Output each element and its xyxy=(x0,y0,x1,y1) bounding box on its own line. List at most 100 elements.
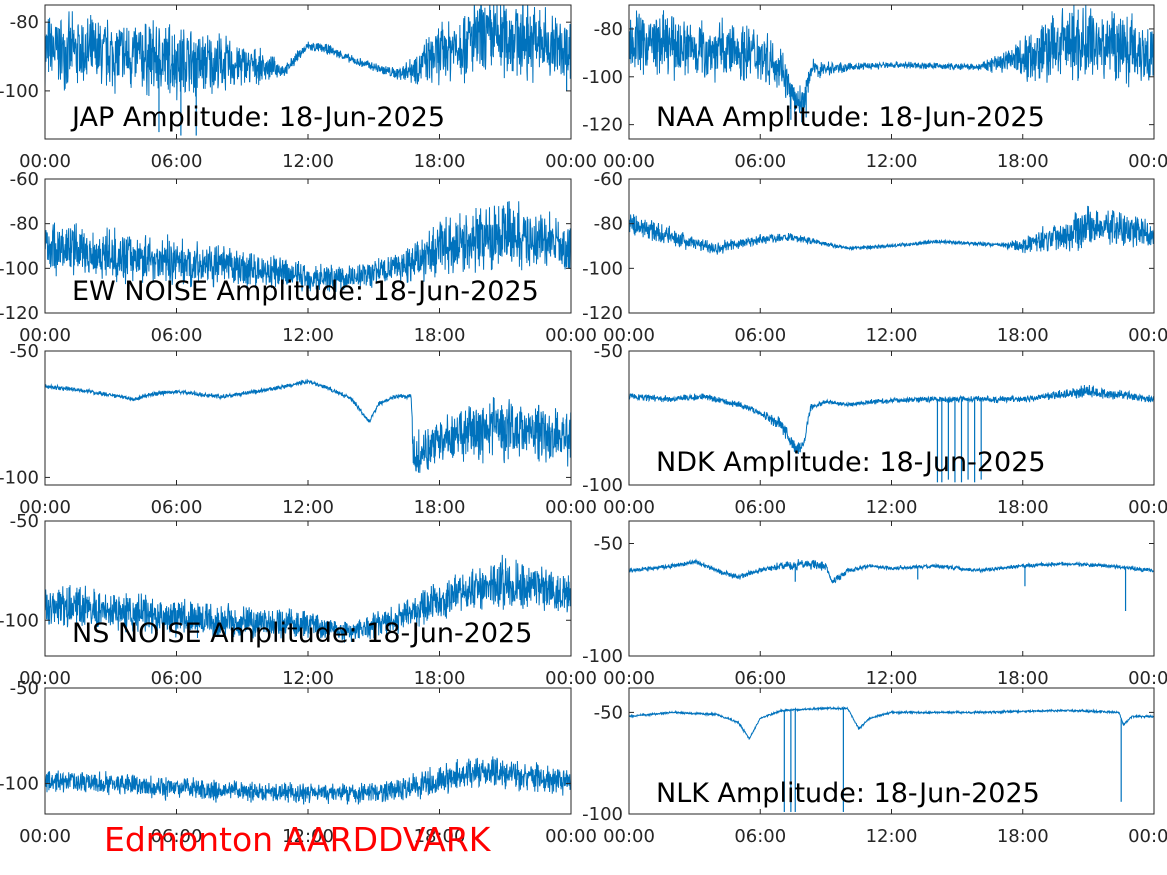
y-tick-label: -100 xyxy=(0,81,39,102)
panel-title: NAA Amplitude: 18-Jun-2025 xyxy=(656,102,1045,133)
x-tick-label: 00:00 xyxy=(19,497,71,518)
y-tick-label: -60 xyxy=(594,169,623,190)
series-line xyxy=(45,378,571,473)
y-tick-label: -50 xyxy=(10,678,39,699)
panel-title: NS NOISE Amplitude: 18-Jun-2025 xyxy=(72,618,532,649)
x-tick-label: 06:00 xyxy=(151,151,203,172)
plot-area xyxy=(45,688,571,814)
x-tick-label: 12:00 xyxy=(282,497,334,518)
y-tick-label: -80 xyxy=(10,12,39,33)
plot-area xyxy=(629,688,1154,814)
x-tick-label: 00:00 xyxy=(1128,325,1167,346)
series-line xyxy=(629,384,1154,455)
x-tick-label: 06:00 xyxy=(734,497,786,518)
x-tick-label: 06:00 xyxy=(151,826,203,847)
series-line xyxy=(629,5,1154,114)
x-tick-label: 00:00 xyxy=(19,151,71,172)
x-tick-label: 00:00 xyxy=(545,497,597,518)
x-tick-label: 18:00 xyxy=(997,325,1049,346)
x-tick-label: 18:00 xyxy=(997,151,1049,172)
x-tick-label: 00:00 xyxy=(545,668,597,689)
x-tick-label: 00:00 xyxy=(545,826,597,847)
panel-title: JAP Amplitude: 18-Jun-2025 xyxy=(70,102,445,133)
x-tick-label: 12:00 xyxy=(866,151,918,172)
series-line xyxy=(629,558,1154,584)
x-tick-label: 00:00 xyxy=(603,497,655,518)
y-tick-label: -120 xyxy=(582,115,623,136)
x-tick-label: 18:00 xyxy=(414,151,466,172)
y-tick-label: -50 xyxy=(594,341,623,362)
x-tick-label: 00:00 xyxy=(19,668,71,689)
x-tick-label: 18:00 xyxy=(997,497,1049,518)
y-tick-label: -100 xyxy=(582,258,623,279)
x-tick-label: 18:00 xyxy=(414,497,466,518)
panel-title: EW NOISE Amplitude: 18-Jun-2025 xyxy=(72,276,539,307)
x-tick-label: 00:00 xyxy=(1128,151,1167,172)
x-tick-label: 18:00 xyxy=(414,826,466,847)
y-tick-label: -50 xyxy=(10,341,39,362)
x-tick-label: 12:00 xyxy=(282,668,334,689)
x-tick-label: 18:00 xyxy=(997,826,1049,847)
y-tick-label: -100 xyxy=(582,646,623,667)
y-tick-label: -100 xyxy=(582,804,623,825)
y-tick-label: -100 xyxy=(0,773,39,794)
x-tick-label: 06:00 xyxy=(734,668,786,689)
series-line xyxy=(629,205,1154,255)
x-tick-label: 12:00 xyxy=(866,668,918,689)
x-tick-label: 06:00 xyxy=(151,668,203,689)
y-tick-label: -100 xyxy=(0,258,39,279)
series-line xyxy=(45,756,571,805)
y-tick-label: -60 xyxy=(10,169,39,190)
y-tick-label: -120 xyxy=(582,303,623,324)
y-tick-label: -100 xyxy=(582,475,623,496)
x-tick-label: 12:00 xyxy=(866,325,918,346)
x-tick-label: 18:00 xyxy=(414,325,466,346)
x-tick-label: 00:00 xyxy=(603,151,655,172)
x-tick-label: 12:00 xyxy=(282,325,334,346)
series-line xyxy=(45,201,571,292)
x-tick-label: 00:00 xyxy=(603,325,655,346)
y-tick-label: -50 xyxy=(594,534,623,555)
panel-title: NLK Amplitude: 18-Jun-2025 xyxy=(656,778,1040,809)
y-tick-label: -50 xyxy=(10,511,39,532)
x-tick-label: 18:00 xyxy=(414,668,466,689)
footer-label: Edmonton AARDDVARK xyxy=(104,820,491,859)
y-tick-label: -100 xyxy=(582,67,623,88)
x-tick-label: 12:00 xyxy=(866,497,918,518)
y-tick-label: -120 xyxy=(0,303,39,324)
x-tick-label: 00:00 xyxy=(603,826,655,847)
x-tick-label: 00:00 xyxy=(1128,826,1167,847)
x-tick-label: 18:00 xyxy=(997,668,1049,689)
x-tick-label: 00:00 xyxy=(1128,668,1167,689)
y-tick-label: -50 xyxy=(594,702,623,723)
y-tick-label: -80 xyxy=(10,214,39,235)
x-tick-label: 12:00 xyxy=(282,151,334,172)
y-tick-label: -80 xyxy=(594,214,623,235)
panel-jap: -80 -100 00:00 06:00 12:00 18:00 00:00 JAP Ampl… xyxy=(0,4,597,172)
plot-area xyxy=(629,351,1154,485)
plot-area xyxy=(629,521,1154,656)
series-line xyxy=(45,5,571,101)
x-tick-label: 00:00 xyxy=(545,151,597,172)
x-tick-label: 00:00 xyxy=(19,826,71,847)
x-tick-label: 00:00 xyxy=(545,325,597,346)
y-tick-label: -100 xyxy=(0,610,39,631)
x-tick-label: 06:00 xyxy=(734,325,786,346)
series-line xyxy=(45,554,571,643)
x-tick-label: 12:00 xyxy=(282,826,334,847)
y-tick-label: -100 xyxy=(0,467,39,488)
x-tick-label: 06:00 xyxy=(734,151,786,172)
x-tick-label: 12:00 xyxy=(866,826,918,847)
x-tick-label: 00:00 xyxy=(1128,497,1167,518)
x-tick-label: 06:00 xyxy=(151,325,203,346)
x-tick-label: 00:00 xyxy=(19,325,71,346)
x-tick-label: 06:00 xyxy=(151,497,203,518)
panel-title: NDK Amplitude: 18-Jun-2025 xyxy=(656,447,1046,478)
y-tick-label: -80 xyxy=(594,19,623,40)
